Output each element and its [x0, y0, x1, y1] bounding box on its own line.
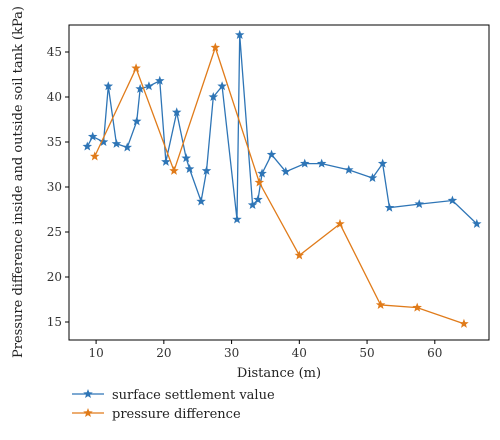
legend-star-icon-surface-settlement: [83, 389, 93, 399]
data-point-surface-settlement-value: [266, 149, 277, 159]
data-point-surface-settlement-value: [472, 218, 482, 228]
data-point-surface-settlement-value: [257, 168, 267, 178]
y-tick-label: 30: [47, 180, 62, 194]
data-point-pressure-difference: [89, 151, 100, 161]
data-point-surface-settlement-value: [135, 83, 145, 93]
data-point-surface-settlement-value: [82, 141, 93, 151]
data-point-surface-settlement-value: [196, 196, 206, 206]
data-point-surface-settlement-value: [367, 173, 378, 183]
data-point-surface-settlement-value: [247, 200, 258, 210]
x-tick-label: 10: [88, 346, 103, 360]
plot-frame: [68, 24, 490, 341]
data-point-surface-settlement-value: [299, 158, 310, 168]
data-point-pressure-difference: [254, 177, 265, 187]
data-point-surface-settlement-value: [201, 165, 212, 175]
data-point-surface-settlement-value: [253, 194, 263, 204]
data-point-surface-settlement-value: [232, 214, 242, 224]
data-point-surface-settlement-value: [111, 138, 122, 148]
data-point-pressure-difference: [459, 318, 469, 328]
x-axis-ticks: 10 20 30 40 50 60: [88, 340, 442, 360]
x-tick-label: 30: [224, 346, 239, 360]
y-axis-ticks: 15 20 25 30 35 40 45: [47, 45, 69, 329]
data-point-surface-settlement-value: [184, 164, 195, 174]
data-point-pressure-difference: [131, 63, 141, 73]
data-point-surface-settlement-value: [281, 166, 291, 176]
y-tick-label: 25: [47, 225, 62, 239]
y-tick-label: 35: [47, 135, 62, 149]
data-point-surface-settlement-value: [161, 156, 171, 166]
data-point-surface-settlement-value: [155, 75, 165, 85]
y-tick-label: 45: [47, 45, 62, 59]
data-point-surface-settlement-value: [414, 199, 424, 209]
data-point-surface-settlement-value: [122, 142, 133, 152]
y-tick-label: 20: [47, 270, 62, 284]
data-point-surface-settlement-value: [181, 153, 191, 163]
data-point-surface-settlement-value: [447, 195, 458, 205]
data-point-surface-settlement-value: [131, 116, 142, 126]
data-point-surface-settlement-value: [171, 107, 182, 117]
data-point-surface-settlement-value: [316, 158, 327, 168]
y-axis-label: Pressure difference inside and outside s…: [11, 6, 26, 358]
series-layer: [82, 29, 482, 328]
legend-star-icon-pressure-difference: [83, 408, 93, 418]
data-point-pressure-difference: [335, 218, 345, 228]
data-point-surface-settlement-value: [87, 131, 98, 141]
data-point-surface-settlement-value: [208, 92, 219, 102]
data-point-surface-settlement-value: [144, 81, 154, 91]
legend-label-surface-settlement: surface settlement value: [112, 388, 275, 403]
data-point-pressure-difference: [169, 165, 179, 175]
legend-label-pressure-difference: pressure difference: [112, 407, 241, 422]
data-point-surface-settlement-value: [217, 81, 227, 91]
data-point-pressure-difference: [412, 302, 422, 312]
data-point-surface-settlement-value: [98, 137, 109, 147]
data-point-pressure-difference: [210, 42, 221, 52]
legend: surface settlement value pressure differ…: [72, 388, 275, 422]
x-tick-label: 40: [292, 346, 307, 360]
data-point-pressure-difference: [375, 299, 386, 309]
data-point-surface-settlement-value: [377, 158, 388, 168]
data-point-surface-settlement-value: [344, 164, 354, 174]
y-tick-label: 15: [47, 315, 62, 329]
x-tick-label: 50: [359, 346, 374, 360]
data-point-surface-settlement-value: [234, 29, 245, 39]
x-tick-label: 60: [427, 346, 442, 360]
y-tick-label: 40: [47, 90, 62, 104]
series-line-pressure-difference: [94, 45, 465, 325]
data-point-pressure-difference: [294, 250, 305, 260]
data-point-surface-settlement-value: [103, 81, 114, 91]
data-point-surface-settlement-value: [384, 202, 395, 212]
series-line-surface-settlement-value: [86, 34, 478, 225]
x-tick-label: 20: [156, 346, 171, 360]
x-axis-label: Distance (m): [237, 366, 321, 381]
